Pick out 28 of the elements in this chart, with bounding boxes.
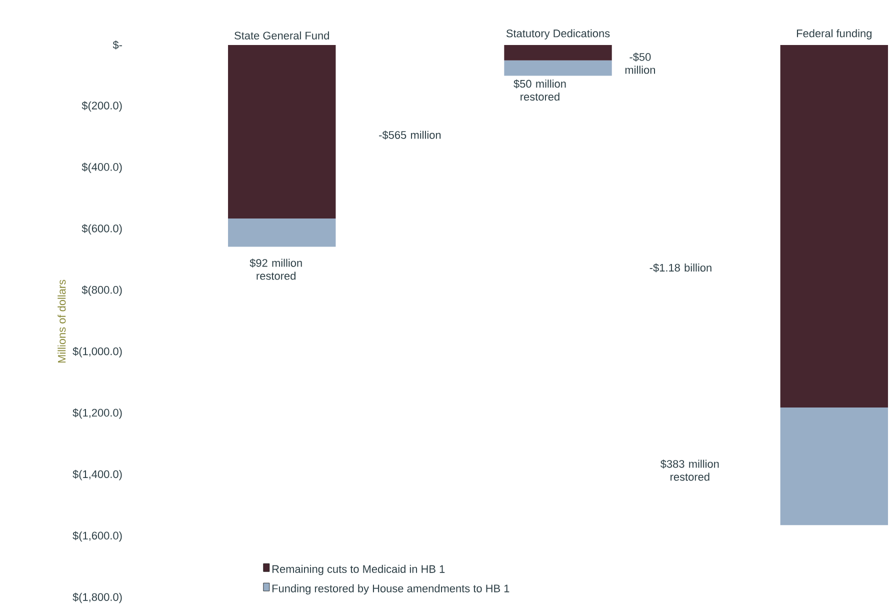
y-tick-label: $(800.0)	[82, 286, 122, 296]
bar	[504, 60, 612, 76]
annotation: $50 million restored	[514, 80, 566, 101]
x-tick-label: Statutory Dedications	[506, 29, 610, 40]
bar	[504, 45, 612, 60]
bar	[780, 45, 888, 408]
y-tick-label: $-	[112, 40, 122, 50]
annotation: -$565 million	[379, 130, 441, 140]
annotation: $92 million restored	[250, 258, 302, 280]
y-tick-label: $(1,600.0)	[72, 531, 122, 542]
y-tick-label: $(1,800.0)	[72, 592, 122, 604]
annotation: -$50 million	[625, 52, 655, 74]
y-tick-label: $(600.0)	[82, 224, 122, 235]
legend-label: Funding restored by House amendments to HB 1	[272, 584, 510, 595]
y-tick-label: $(1,200.0)	[72, 408, 122, 419]
y-tick-label: $(1,000.0)	[72, 347, 122, 358]
x-tick-label: Federal funding	[796, 29, 872, 40]
bar	[228, 218, 336, 247]
annotation: -$1.18 billion	[650, 263, 712, 272]
y-tick-label: $(200.0)	[82, 101, 122, 112]
legend-label: Remaining cuts to Medicaid in HB 1	[272, 564, 445, 576]
y-tick-label: $(1,400.0)	[72, 470, 122, 480]
y-tick-label: $(400.0)	[82, 162, 122, 174]
bar	[780, 408, 888, 526]
bar	[228, 45, 336, 219]
y-axis-title: Millions of dollars	[58, 280, 66, 363]
x-tick-label: State General Fund	[234, 31, 329, 40]
annotation: $383 million restored	[660, 460, 719, 481]
